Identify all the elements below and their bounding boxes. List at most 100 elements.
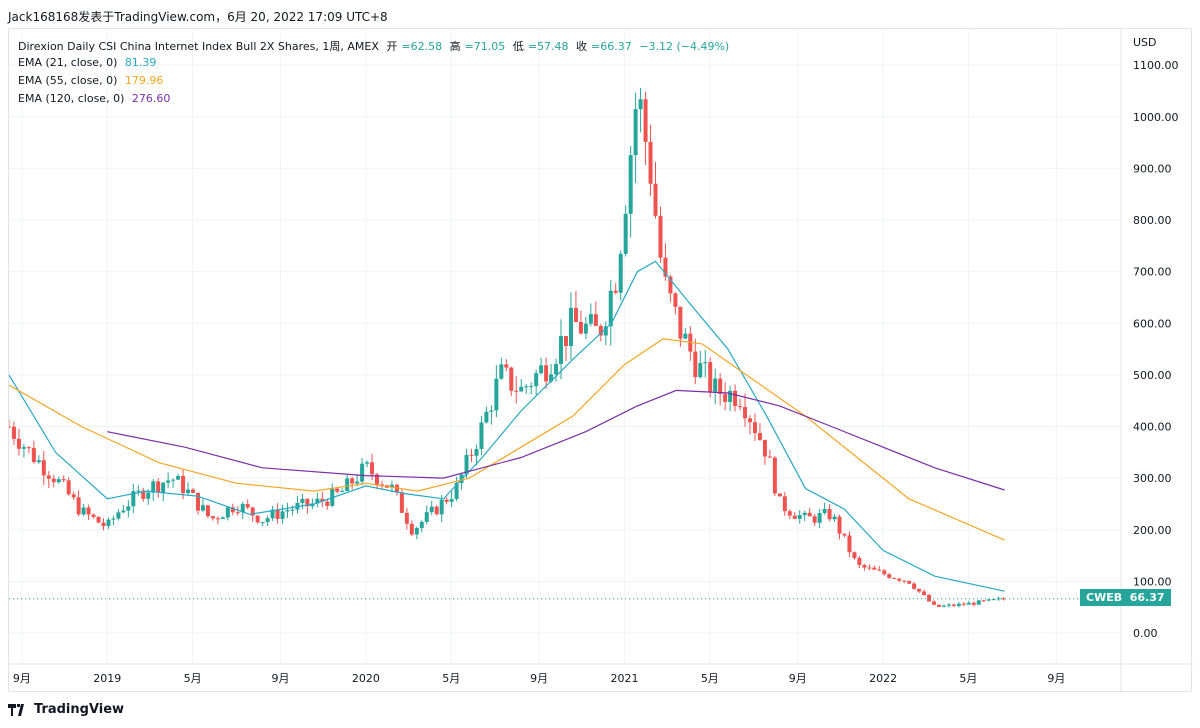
- ema55-label: EMA (55, close, 0): [18, 74, 118, 87]
- x-tick-label: 5月: [442, 672, 460, 685]
- legend-ohlc[interactable]: Direxion Daily CSI China Internet Index …: [18, 38, 733, 54]
- candle-body: [529, 386, 534, 388]
- candle-body: [598, 325, 603, 336]
- candle-body: [379, 484, 384, 486]
- x-tick-label: 2021: [610, 672, 638, 685]
- candle-body: [429, 506, 434, 513]
- candle-body: [434, 506, 439, 515]
- x-tick-label: 5月: [959, 672, 977, 685]
- candle-body: [817, 513, 822, 523]
- candle-body: [215, 518, 220, 520]
- footer-brand[interactable]: TradingView: [8, 702, 124, 717]
- candle-body: [708, 362, 713, 392]
- candle-body: [31, 447, 36, 463]
- candle-body: [205, 505, 210, 517]
- candle-body: [504, 364, 509, 368]
- low-label: 低: [512, 40, 524, 53]
- legend-ema120[interactable]: EMA (120, close, 0) 276.60: [18, 92, 174, 105]
- candle-body: [698, 363, 703, 378]
- y-tick-label: 900.00: [1133, 162, 1172, 175]
- candle-body: [399, 492, 404, 513]
- candle-body: [663, 257, 668, 277]
- candle-body: [748, 418, 753, 423]
- ema55-line: [9, 338, 1005, 541]
- candle-body: [718, 378, 723, 394]
- candle-body: [325, 501, 330, 506]
- candle-body: [280, 511, 285, 519]
- candle-body: [176, 475, 181, 480]
- x-tick-label: 5月: [184, 672, 202, 685]
- x-tick-label: 9月: [789, 672, 807, 685]
- candle-body: [61, 479, 66, 481]
- candle-body: [360, 463, 365, 482]
- candle-body: [240, 504, 245, 513]
- candle-body: [678, 306, 683, 339]
- y-tick-label: 200.00: [1133, 524, 1172, 537]
- candle-body: [902, 580, 907, 582]
- candle-body: [822, 509, 827, 514]
- candle-body: [101, 522, 106, 527]
- candle-body: [111, 518, 116, 520]
- ema21-value: 81.39: [124, 56, 157, 69]
- candle-body: [250, 507, 255, 516]
- change-value: −3.12 (−4.49%): [639, 40, 730, 53]
- high-value: =71.05: [464, 40, 506, 53]
- candle-body: [444, 499, 449, 502]
- currency-label: USD: [1133, 36, 1157, 49]
- y-tick-label: 500.00: [1133, 369, 1172, 382]
- candle-body: [509, 367, 514, 391]
- candle-body: [613, 290, 618, 293]
- price-chart[interactable]: 0.00 100.00 200.00 300.00 400.00 500.00 600.00…: [9, 29, 1193, 693]
- candle-body: [563, 336, 568, 347]
- candle-body: [867, 567, 872, 569]
- candle-body: [131, 491, 136, 507]
- candle-body: [121, 510, 126, 513]
- candle-body: [762, 439, 767, 457]
- candle-body: [16, 438, 21, 449]
- candle-body: [827, 509, 832, 520]
- candle-body: [728, 390, 733, 402]
- high-label: 高: [449, 40, 461, 53]
- ema120-line: [107, 389, 1005, 491]
- candle-body: [986, 599, 991, 601]
- candle-body: [648, 141, 653, 184]
- candle-body: [782, 496, 787, 512]
- candle-body: [743, 407, 748, 419]
- candle-body: [703, 362, 708, 364]
- tradingview-logo-icon: [8, 703, 24, 716]
- x-tick-label: 2022: [869, 672, 897, 685]
- candle-body: [951, 604, 956, 606]
- candle-body: [549, 374, 554, 382]
- open-value: =62.58: [401, 40, 443, 53]
- x-tick-label: 9月: [1047, 672, 1065, 685]
- candle-body: [270, 509, 275, 519]
- open-label: 开: [386, 40, 398, 53]
- chart-frame[interactable]: 0.00 100.00 200.00 300.00 400.00 500.00 600.00…: [8, 28, 1193, 693]
- candle-body: [966, 602, 971, 605]
- candle-body: [792, 515, 797, 519]
- candle-body: [320, 498, 325, 502]
- legend-ema55[interactable]: EMA (55, close, 0) 179.96: [18, 74, 167, 87]
- candle-body: [907, 580, 912, 584]
- candle-body: [638, 99, 643, 110]
- candle-body: [991, 599, 996, 601]
- candle-body: [882, 570, 887, 575]
- candle-body: [857, 558, 862, 565]
- candle-body: [439, 499, 444, 515]
- legend-ema21[interactable]: EMA (21, close, 0) 81.39: [18, 56, 160, 69]
- candle-body: [151, 481, 156, 493]
- candle-body: [290, 509, 295, 511]
- candle-body: [623, 213, 628, 254]
- candle-body: [186, 489, 191, 494]
- candle-body: [141, 490, 146, 499]
- current-price-tag: CWEB 66.37: [1080, 588, 1171, 606]
- candle-body: [544, 365, 549, 382]
- candle-body: [583, 323, 588, 334]
- candle-body: [275, 509, 280, 519]
- y-tick-label: 600.00: [1133, 317, 1172, 330]
- candle-body: [618, 253, 623, 293]
- candle-body: [757, 433, 762, 440]
- candle-body: [51, 478, 56, 483]
- candle-body: [285, 510, 290, 512]
- x-tick-label: 9月: [13, 672, 31, 685]
